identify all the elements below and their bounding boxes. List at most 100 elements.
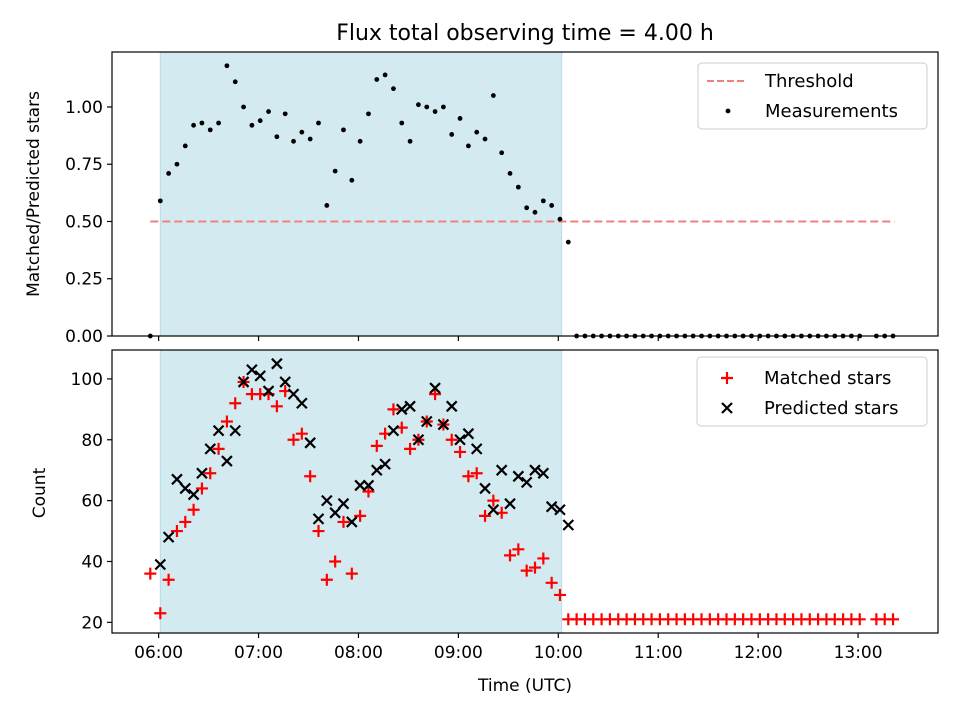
matched-star-point: [853, 613, 866, 626]
legend-plus-marker-icon: [721, 372, 733, 384]
predicted-star-point: [179, 482, 192, 495]
matched-star-point: [545, 576, 558, 589]
predicted-star-point: [387, 424, 400, 437]
ratio-axes-frame: [111, 51, 939, 337]
ratio-legend-box: [697, 62, 928, 130]
matched-star-point: [387, 403, 400, 416]
measurement-point: [191, 122, 197, 128]
predicted-star-point: [296, 397, 308, 410]
predicted-star-point: [337, 497, 350, 510]
measurement-point: [207, 127, 213, 133]
count-legend: Matched stars Predicted stars: [696, 356, 928, 427]
measurement-point: [332, 168, 338, 174]
predicted-star-point: [254, 370, 266, 382]
count-x-ticks: 06:00 07:00 08:00 09:00 10:00 11:00 12:00 13:00: [134, 633, 883, 663]
predicted-star-point: [445, 400, 458, 413]
matched-star-point: [454, 445, 467, 458]
matched-star-point: [470, 467, 483, 480]
predicted-star-point: [346, 516, 358, 528]
predicted-star-point: [537, 467, 550, 480]
measurement-point: [416, 102, 421, 108]
measurement-point: [357, 138, 363, 144]
x-axis-label: Time (UTC): [477, 676, 572, 696]
observing-window-shade: [159, 349, 563, 634]
ratio-legend: Threshold Measurements: [697, 62, 928, 130]
legend-matched-label: Matched stars: [764, 368, 891, 389]
measurement-point: [216, 120, 221, 126]
y-tick-label: 60: [81, 492, 103, 512]
matched-star-point: [162, 573, 175, 586]
y-tick-label: 80: [81, 431, 103, 451]
measurement-point: [266, 109, 271, 114]
matched-star-point: [329, 555, 342, 568]
y-tick-label: 40: [81, 552, 103, 572]
measurement-point: [324, 203, 330, 208]
predicted-star-point: [362, 479, 375, 492]
predicted-star-point: [554, 503, 566, 516]
matched-star-point: [170, 525, 183, 538]
measurement-point: [449, 132, 455, 137]
predicted-star-point: [420, 415, 433, 428]
measurement-point: [316, 120, 321, 126]
predicted-star-point: [371, 464, 383, 476]
measurement-point: [182, 143, 188, 149]
measurement-point: [399, 120, 405, 126]
matched-star-point: [304, 470, 317, 483]
x-tick-label: 11:00: [634, 643, 683, 663]
x-tick-label: 09:00: [434, 643, 483, 663]
x-tick-label: 10:00: [534, 643, 583, 663]
predicted-star-point: [379, 458, 391, 470]
predicted-star-point: [487, 503, 500, 516]
matched-star-point: [287, 433, 300, 446]
measurement-point: [299, 129, 305, 135]
measurement-point: [507, 170, 513, 176]
matched-star-point: [312, 525, 325, 538]
measurement-point: [499, 150, 505, 156]
predicted-star-point: [437, 418, 450, 431]
predicted-star-point: [321, 494, 333, 507]
predicted-star-point: [187, 488, 200, 501]
matched-star-point: [370, 439, 383, 452]
predicted-star-point: [287, 388, 300, 400]
predicted-star-point: [262, 385, 275, 397]
measurement-point: [157, 198, 163, 204]
chart-title: Flux total observing time = 4.00 h: [336, 21, 714, 46]
legend-measurements-swatch: [725, 108, 731, 114]
y-tick-label: 0.75: [65, 155, 103, 175]
x-tick-label: 12:00: [734, 643, 783, 663]
predicted-star-point: [246, 364, 258, 376]
measurement-point: [540, 198, 546, 204]
ratio-y-axis-label: Matched/Predicted stars: [24, 91, 44, 297]
count-legend-box: [696, 356, 928, 427]
count-axes-frame: [111, 349, 939, 634]
matched-star-point: [295, 427, 308, 440]
measurement-point: [166, 170, 172, 176]
measurement-point: [274, 134, 280, 140]
predicted-star-point: [545, 500, 558, 513]
measurement-point: [490, 93, 496, 98]
predicted-star-point: [454, 433, 466, 446]
matched-star-point: [429, 388, 442, 401]
matched-star-point: [445, 433, 458, 446]
y-tick-label: 20: [81, 613, 103, 633]
y-tick-label: 0.50: [65, 212, 103, 232]
matched-star-point: [179, 515, 192, 528]
count-y-axis-label: Count: [30, 467, 50, 518]
predicted-star-point: [429, 382, 441, 394]
measurement-point: [307, 136, 313, 142]
matched-star-point: [404, 442, 417, 455]
measurement-point: [474, 129, 480, 135]
measurement-point: [549, 203, 555, 208]
predicted-star-point: [212, 424, 225, 437]
matched-star-point: [528, 561, 541, 574]
measurement-point: [366, 111, 371, 117]
measurement-point: [565, 239, 571, 245]
predicted-star-point: [221, 455, 233, 467]
predicted-star-point: [404, 400, 416, 413]
matched-star-point: [220, 415, 233, 428]
predicted-star-point: [154, 558, 167, 571]
predicted-star-point: [237, 376, 250, 388]
matched-star-point: [345, 567, 358, 580]
measurement-point: [257, 118, 263, 124]
